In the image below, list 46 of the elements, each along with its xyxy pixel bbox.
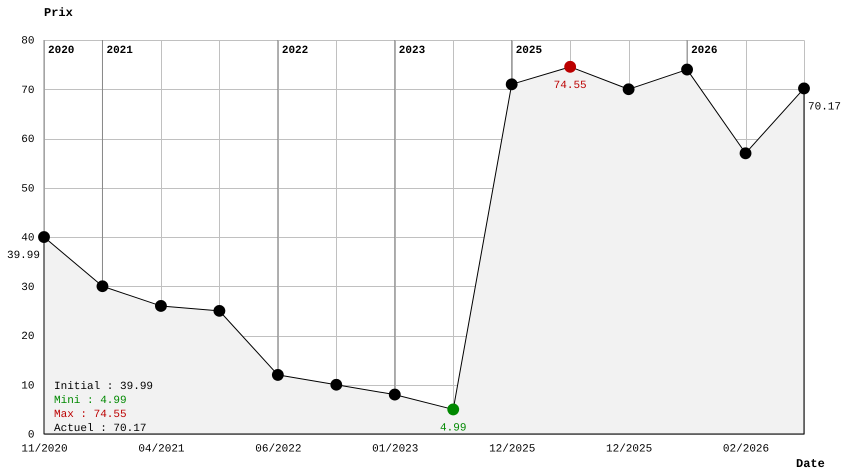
point — [330, 378, 342, 391]
annotation: Mini : 4.99 — [54, 395, 127, 407]
y-axis-title: Prix — [44, 6, 73, 20]
x-axis-title: Date — [796, 457, 825, 471]
annotation: 2023 — [398, 45, 426, 57]
x-tick-label: 12/2025 — [489, 444, 536, 456]
annotation: Initial : 39.99 — [54, 381, 154, 393]
y-tick-label: 60 — [21, 134, 34, 146]
point — [272, 368, 284, 381]
data-label: 70.17 — [808, 101, 842, 114]
y-tick-label: 50 — [21, 183, 34, 196]
annotation: Max : 74.55 — [54, 409, 127, 421]
annotation: Actuel : 70.17 — [54, 423, 146, 435]
annotation: 2021 — [106, 45, 134, 57]
point — [740, 147, 752, 160]
y-tick-label: 20 — [21, 331, 34, 343]
point — [798, 82, 810, 94]
x-tick-label: 11/2020 — [21, 444, 68, 456]
point — [96, 280, 108, 292]
y-tick-label: 30 — [21, 282, 34, 294]
point — [681, 64, 693, 76]
point — [622, 83, 635, 96]
x-tick-label: 04/2021 — [138, 444, 185, 456]
data-label: 4.99 — [440, 422, 466, 434]
point — [564, 60, 576, 73]
point — [388, 388, 401, 401]
annotation: 2025 — [516, 45, 542, 57]
data-label: 39.99 — [6, 250, 40, 262]
point — [447, 404, 460, 416]
point — [506, 78, 518, 90]
x-tick-label: 01/2023 — [372, 444, 418, 456]
data-label: 74.55 — [554, 80, 587, 92]
point — [213, 304, 226, 317]
x-tick-label: 02/2026 — [722, 444, 770, 456]
annotation: 2020 — [48, 45, 74, 57]
x-tick-label: 12/2025 — [606, 444, 652, 456]
y-tick-label: 80 — [21, 36, 34, 48]
annotation: 2022 — [282, 45, 308, 57]
point — [155, 300, 167, 312]
x-tick-label: 06/2022 — [255, 444, 302, 456]
y-tick-label: 70 — [21, 84, 34, 97]
y-tick-label: 10 — [21, 380, 34, 392]
annotation: 2026 — [691, 45, 718, 57]
y-tick-label: 40 — [21, 232, 34, 244]
y-tick-label: 0 — [28, 430, 34, 442]
point — [38, 231, 50, 243]
